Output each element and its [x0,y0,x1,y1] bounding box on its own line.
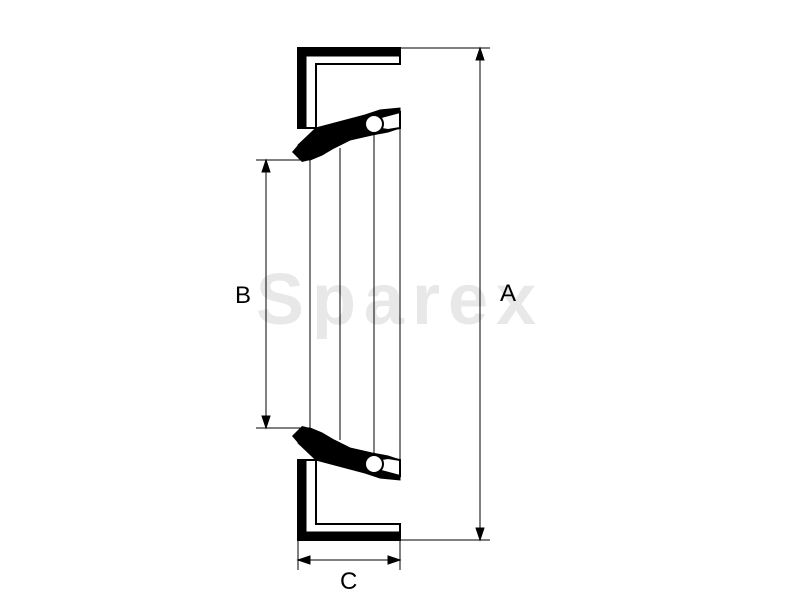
construction-lines [310,128,400,460]
dimension-c [298,540,400,570]
dimension-a [400,48,490,540]
dimension-b [256,160,310,428]
seal-diagram [0,0,800,600]
lower-seal-section [292,426,400,540]
upper-seal-section [292,48,400,162]
